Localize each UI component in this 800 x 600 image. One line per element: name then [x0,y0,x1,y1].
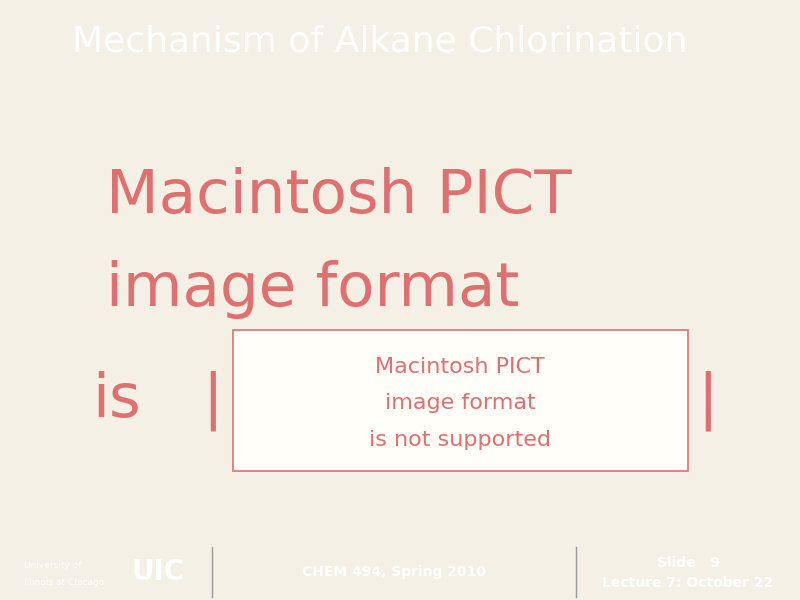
Text: CHEM 494, Spring 2010: CHEM 494, Spring 2010 [302,565,486,579]
Text: image format: image format [385,393,535,413]
Text: |: | [698,370,718,431]
Text: Mechanism of Alkane Chlorination: Mechanism of Alkane Chlorination [72,25,687,58]
Text: image format: image format [106,260,519,319]
Text: Macintosh PICT: Macintosh PICT [106,167,571,226]
Text: |: | [202,370,223,431]
Text: Macintosh PICT: Macintosh PICT [375,358,545,377]
Text: is: is [92,371,141,430]
Text: Lecture 7: October 22: Lecture 7: October 22 [602,576,774,590]
Text: UIC: UIC [132,558,185,586]
FancyBboxPatch shape [233,330,687,472]
Text: is not supported: is not supported [369,430,551,451]
Text: University of: University of [24,561,82,570]
Text: Illinois at Chicago: Illinois at Chicago [24,578,104,587]
Text: Slide   9: Slide 9 [657,556,719,569]
